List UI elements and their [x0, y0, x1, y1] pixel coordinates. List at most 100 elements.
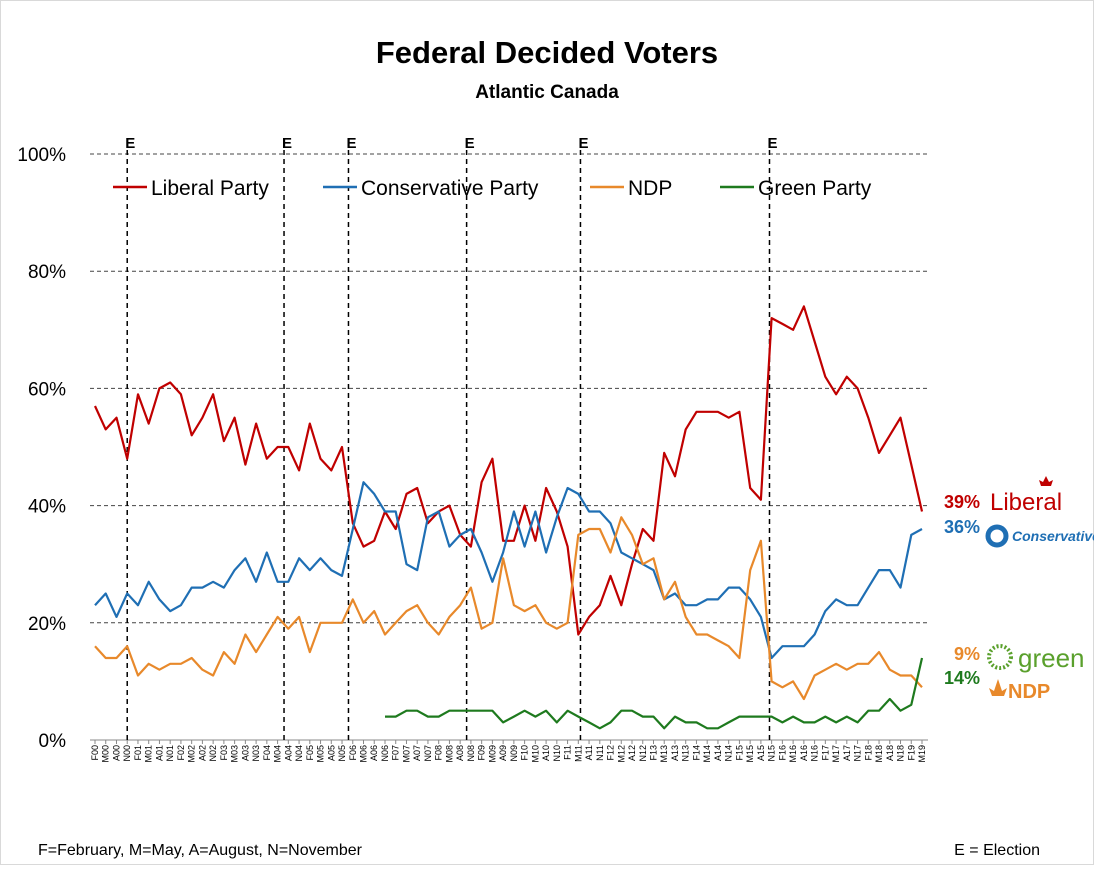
- x-tick-label: F12: [606, 745, 616, 761]
- election-label: E: [767, 135, 777, 152]
- logo-text: Conservative: [1012, 528, 1094, 544]
- x-tick-label: A08: [455, 745, 465, 761]
- election-label: E: [282, 135, 292, 152]
- x-tick-label: N00: [122, 745, 132, 762]
- x-tick-label: F18: [863, 745, 873, 761]
- x-tick-label: M04: [273, 745, 283, 763]
- x-tick-label: F07: [391, 745, 401, 761]
- x-tick-label: A02: [197, 745, 207, 761]
- x-tick-label: M06: [359, 745, 369, 763]
- x-tick-label: N12: [638, 745, 648, 762]
- x-tick-label: M09: [487, 745, 497, 763]
- x-tick-label: N18: [896, 745, 906, 762]
- x-tick-label: F14: [691, 745, 701, 761]
- y-tick-label: 80%: [28, 262, 66, 283]
- logo-leaf: [989, 679, 1007, 696]
- y-tick-label: 60%: [28, 379, 66, 400]
- x-tick-label: F00: [90, 745, 100, 761]
- x-tick-label: M15: [745, 745, 755, 763]
- x-tick-label: N07: [423, 745, 433, 762]
- x-tick-label: N09: [509, 745, 519, 762]
- end-label: 14%: [944, 668, 980, 688]
- x-tick-label: A13: [670, 745, 680, 761]
- x-tick-label: N02: [208, 745, 218, 762]
- election-label: E: [346, 135, 356, 152]
- x-tick-label: A12: [627, 745, 637, 761]
- x-tick-label: M14: [702, 745, 712, 763]
- x-tick-label: A03: [240, 745, 250, 761]
- x-tick-label: A00: [111, 745, 121, 761]
- series-line: [93, 305, 924, 636]
- x-tick-label: A06: [369, 745, 379, 761]
- logo-text: NDP: [1008, 681, 1050, 703]
- x-tick-label: N15: [767, 745, 777, 762]
- legend-label: Green Party: [758, 177, 872, 200]
- logo-mark: [987, 644, 1013, 670]
- x-tick-label: A07: [412, 745, 422, 761]
- legend-label: Conservative Party: [361, 177, 539, 200]
- x-tick-label: N13: [681, 745, 691, 762]
- election-label: E: [465, 135, 475, 152]
- x-tick-label: A01: [154, 745, 164, 761]
- x-tick-label: F01: [133, 745, 143, 761]
- x-tick-label: N10: [552, 745, 562, 762]
- x-tick-label: F16: [777, 745, 787, 761]
- x-tick-label: F13: [648, 745, 658, 761]
- x-tick-label: M19: [917, 745, 927, 763]
- x-tick-label: A14: [713, 745, 723, 761]
- end-label: 36%: [944, 517, 980, 537]
- x-tick-label: F06: [348, 745, 358, 761]
- x-tick-label: M00: [101, 745, 111, 763]
- logo-text: Liberal: [990, 489, 1062, 516]
- x-tick-label: A15: [756, 745, 766, 761]
- x-tick-label: F04: [262, 745, 272, 761]
- x-tick-label: A10: [541, 745, 551, 761]
- x-tick-label: A16: [799, 745, 809, 761]
- x-tick-label: F11: [563, 745, 573, 760]
- y-tick-label: 40%: [28, 497, 66, 518]
- y-tick-label: 20%: [28, 614, 66, 635]
- logo-text: green: [1018, 643, 1085, 673]
- x-tick-label: A17: [842, 745, 852, 761]
- x-tick-label: N14: [724, 745, 734, 762]
- x-tick-label: F19: [906, 745, 916, 761]
- x-tick-label: N16: [810, 745, 820, 762]
- x-tick-label: M02: [187, 745, 197, 763]
- y-tick-label: 0%: [39, 731, 67, 752]
- footnote: E = Election: [954, 842, 1040, 859]
- x-tick-label: A05: [326, 745, 336, 761]
- x-tick-label: M08: [444, 745, 454, 763]
- x-tick-label: F17: [820, 745, 830, 761]
- y-tick-label: 100%: [17, 145, 66, 166]
- x-tick-label: N01: [165, 745, 175, 762]
- x-tick-label: N06: [380, 745, 390, 762]
- x-tick-label: F10: [520, 745, 530, 761]
- chart-subtitle: Atlantic Canada: [475, 82, 619, 103]
- x-tick-label: F02: [176, 745, 186, 761]
- x-tick-label: F03: [219, 745, 229, 761]
- x-tick-label: N17: [853, 745, 863, 762]
- x-tick-label: N08: [466, 745, 476, 762]
- x-tick-label: F09: [477, 745, 487, 761]
- series-line: [385, 657, 924, 730]
- logo-leaf: [1039, 476, 1053, 486]
- x-tick-label: M17: [831, 745, 841, 763]
- legend-label: NDP: [628, 177, 672, 200]
- x-tick-label: M07: [401, 745, 411, 763]
- x-tick-label: F15: [734, 745, 744, 761]
- x-tick-label: M13: [659, 745, 669, 763]
- x-tick-label: N04: [294, 745, 304, 762]
- logo-mark: [985, 524, 1009, 548]
- x-tick-label: F08: [434, 745, 444, 761]
- x-tick-label: M11: [573, 745, 583, 762]
- x-tick-label: N11: [595, 745, 605, 761]
- legend-label: Liberal Party: [151, 177, 269, 200]
- end-label: 9%: [954, 644, 980, 664]
- x-tick-label: M01: [144, 745, 154, 763]
- x-tick-label: F05: [305, 745, 315, 761]
- x-tick-label: A09: [498, 745, 508, 761]
- x-tick-label: M03: [230, 745, 240, 763]
- x-tick-label: M05: [316, 745, 326, 763]
